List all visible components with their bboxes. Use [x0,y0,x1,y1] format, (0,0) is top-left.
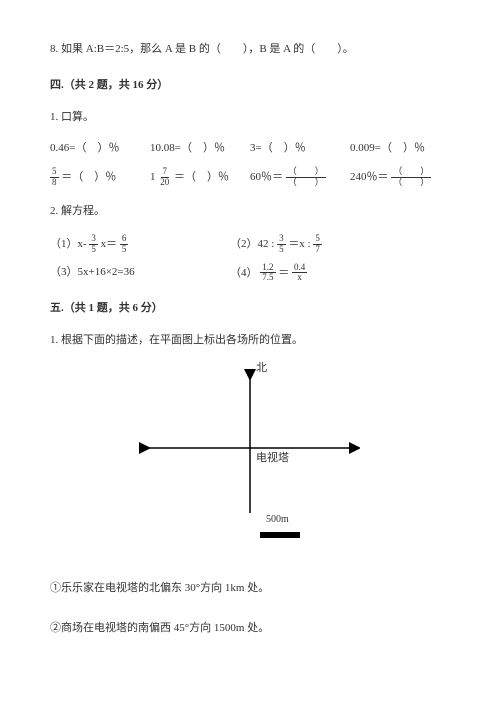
calc-r2c3-pre: 60％＝ [250,171,283,183]
eq-4-eq: ＝ [278,266,292,278]
frac-1p2-7p5: 1.27.5 [260,263,275,284]
calc-r1c4: 0.009=（ ）％ [350,139,450,159]
scale-bar: 500m [260,525,300,545]
frac-7-20: 720 [158,167,171,188]
frac-6-5: 65 [120,234,129,255]
section-4-q2: 2. 解方程。 [50,202,450,222]
calc-row-1: 0.46=（ ）％ 10.08=（ ）％ 3=（ ）％ 0.009=（ ）％ [50,139,450,159]
eq-2-a: （2）42 : [230,238,277,250]
section-4-header: 四.（共 2 题，共 16 分） [50,76,450,96]
section-5-header: 五.（共 1 题，共 6 分） [50,299,450,319]
calc-r1c2: 10.08=（ ）％ [150,139,250,159]
eq-2: （2）42 : 35 ＝x : 57 [230,234,450,255]
desc-1: ①乐乐家在电视塔的北偏东 30°方向 1km 处。 [50,579,450,599]
eq-4-a: （4） [230,266,258,278]
frac-3-5-b: 35 [277,234,286,255]
tower-label: 电视塔 [256,449,289,469]
calc-r2c4: 240％＝ （ ）（ ） [350,167,450,188]
calc-r1c1: 0.46=（ ）％ [50,139,150,159]
calc-row-2: 58 ＝（ ）％ 1 720 ＝（ ）％ 60％＝ （ ）（ ） 240％＝ （… [50,167,450,188]
axis-cross-icon [100,363,360,563]
eq-row-1: （1）x- 35 x＝ 65 （2）42 : 35 ＝x : 57 [50,234,450,255]
frac-paren-1: （ ）（ ） [286,167,326,188]
north-label: 北 [256,359,267,379]
eq-1-a: （1）x- [50,238,87,250]
calc-r2c2-tail: ＝（ ）％ [174,171,229,183]
eq-1-b: x＝ [101,238,118,250]
eq-2-b: ＝x : [288,238,313,250]
calc-r1c3: 3=（ ）％ [250,139,350,159]
calc-r2c2-pre: 1 [150,171,156,183]
desc-2: ②商场在电视塔的南偏西 45°方向 1500m 处。 [50,619,450,639]
frac-3-5-a: 35 [89,234,98,255]
calc-r2c3: 60％＝ （ ）（ ） [250,167,350,188]
calc-r2c2: 1 720 ＝（ ）％ [150,167,250,188]
question-8: 8. 如果 A:B＝2:5，那么 A 是 B 的（ ），B 是 A 的（ ）。 [50,40,450,60]
frac-0p4-x: 0.4x [292,263,307,284]
section-4-q1: 1. 口算。 [50,108,450,128]
scale-bar-icon [260,532,300,538]
eq-1: （1）x- 35 x＝ 65 [50,234,230,255]
calc-r2c1: 58 ＝（ ）％ [50,167,150,188]
scale-label: 500m [266,511,289,529]
eq-4: （4） 1.27.5 ＝ 0.4x [230,263,450,284]
calc-r2c4-pre: 240％＝ [350,171,389,183]
frac-paren-2: （ ）（ ） [391,167,431,188]
eq-row-2: （3）5x+16×2=36 （4） 1.27.5 ＝ 0.4x [50,263,450,284]
section-5-q1: 1. 根据下面的描述，在平面图上标出各场所的位置。 [50,331,450,351]
eq-3: （3）5x+16×2=36 [50,263,230,284]
frac-5-8: 58 [50,167,59,188]
calc-r2c1-tail: ＝（ ）％ [61,171,116,183]
map-diagram: 北 电视塔 500m [100,363,360,563]
frac-5-7: 57 [313,234,322,255]
